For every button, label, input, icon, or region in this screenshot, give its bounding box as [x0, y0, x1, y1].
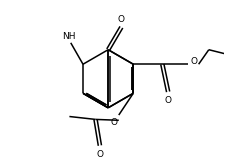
Text: O: O: [191, 57, 198, 66]
Text: NH: NH: [63, 32, 76, 41]
Text: O: O: [96, 150, 104, 159]
Text: O: O: [118, 15, 125, 24]
Text: O: O: [111, 118, 118, 127]
Text: O: O: [165, 96, 172, 105]
